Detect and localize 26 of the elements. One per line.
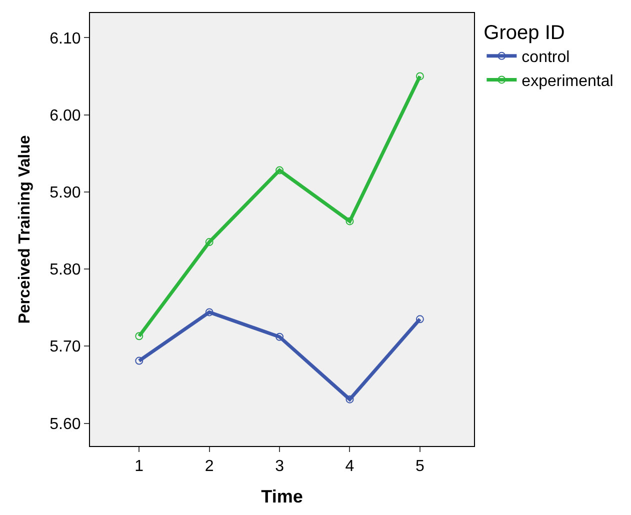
point xyxy=(346,217,354,226)
legend-title: Groep ID xyxy=(484,22,565,44)
point xyxy=(416,315,424,324)
point xyxy=(276,166,284,174)
legend-label: experimental xyxy=(522,72,614,90)
y-tick-label: 6.00 xyxy=(50,107,81,124)
point xyxy=(416,72,424,80)
legend-label: control xyxy=(522,49,570,66)
x-tick-label: 2 xyxy=(204,458,214,476)
point xyxy=(205,308,214,316)
y-tick-label: 6.10 xyxy=(50,30,81,48)
point xyxy=(276,332,284,341)
point xyxy=(346,395,354,404)
y-tick-label: 5.80 xyxy=(50,262,81,279)
y-tick-label: 5.90 xyxy=(50,184,81,202)
point xyxy=(135,356,144,365)
x-tick-label: 4 xyxy=(345,458,354,476)
point xyxy=(205,238,214,246)
x-tick-label: 3 xyxy=(275,458,284,476)
x-tick-label: 1 xyxy=(134,458,144,476)
x-tick-label: 5 xyxy=(415,458,424,476)
point xyxy=(135,332,144,340)
y-tick-label: 5.60 xyxy=(50,416,81,433)
x-axis-title: Time xyxy=(261,486,303,506)
y-tick-label: 5.70 xyxy=(50,338,81,356)
y-axis-title: Perceived Training Value xyxy=(16,135,34,324)
